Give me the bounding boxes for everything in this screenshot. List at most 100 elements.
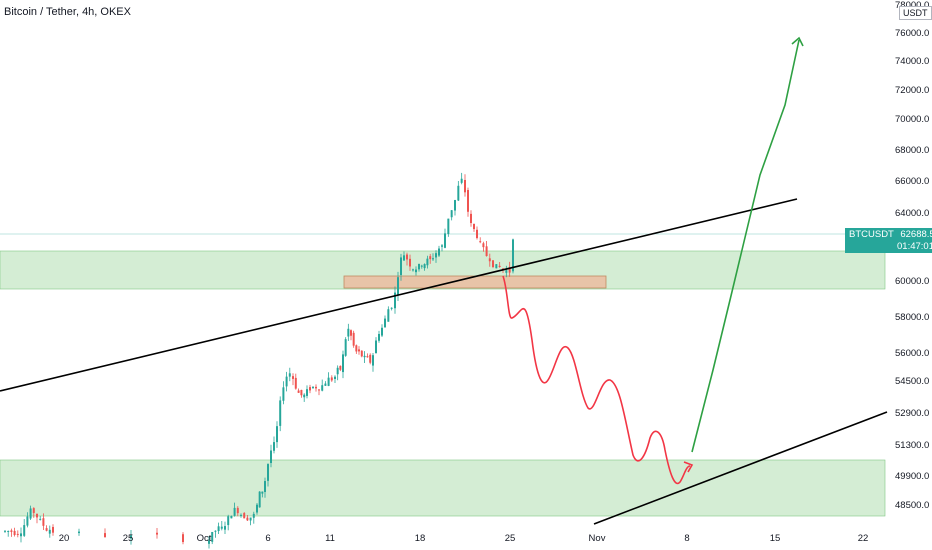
price-tick-label: 49900.0 — [895, 471, 929, 482]
candle-up — [303, 394, 306, 398]
last-price-value: 62688.5 — [900, 229, 932, 240]
candle-up — [432, 258, 434, 260]
candle-up — [403, 255, 405, 261]
price-tick-label: 52900.0 — [895, 408, 929, 419]
candle-up — [390, 307, 393, 309]
candle-up — [261, 491, 264, 494]
candle-up — [29, 508, 32, 519]
candle-down — [429, 256, 432, 260]
price-tick-label: 58000.0 — [895, 312, 929, 323]
price-unit-label[interactable]: USDT — [899, 6, 932, 20]
bearish-forecast-path[interactable] — [502, 275, 691, 485]
candle-up — [454, 200, 456, 211]
candle-up — [342, 354, 344, 373]
candle-up — [344, 339, 347, 356]
candle-down — [482, 243, 485, 248]
candle-up — [240, 514, 242, 516]
candle-up — [495, 264, 498, 269]
candle-up — [273, 442, 275, 451]
candle-up — [512, 239, 514, 272]
candle-up — [252, 513, 255, 518]
candle-down — [366, 356, 369, 358]
candle-up — [444, 233, 446, 248]
symbol-label: BTCUSDT — [849, 229, 894, 240]
candle-up — [312, 386, 314, 388]
zones-layer — [0, 233, 886, 517]
candle-down — [485, 246, 488, 257]
candle-up — [363, 355, 366, 358]
chart-title: Bitcoin / Tether, 4h, OKEX — [4, 6, 131, 18]
upper-trendline[interactable] — [0, 198, 798, 392]
candle-down — [473, 224, 475, 230]
candle-up — [233, 507, 236, 516]
candle-down — [476, 229, 478, 239]
candle-up — [130, 535, 132, 539]
candle-up — [276, 426, 278, 443]
candle-up — [423, 264, 426, 269]
candle-up — [397, 277, 399, 295]
candle-up — [334, 376, 336, 379]
bullish-forecast-path[interactable] — [691, 39, 800, 453]
candle-up — [372, 355, 374, 366]
candle-down — [479, 241, 482, 243]
time-tick-label: 25 — [505, 533, 516, 544]
candle-down — [309, 387, 311, 391]
candle-down — [318, 389, 320, 391]
time-tick-label: 18 — [415, 533, 426, 544]
candle-up — [220, 526, 223, 529]
candle-up — [505, 270, 508, 273]
candle-up — [387, 309, 390, 322]
candle-up — [230, 515, 233, 519]
candle-down — [355, 345, 358, 352]
candle-down — [156, 532, 158, 535]
time-tick-label: 25 — [123, 533, 134, 544]
candle-up — [258, 491, 261, 508]
candle-up — [78, 531, 80, 534]
bearish-forecast-arrowhead — [683, 461, 694, 473]
candle-up — [20, 533, 22, 537]
candle-up — [26, 516, 29, 526]
price-axis[interactable]: 48500.0 49900.0 51300.0 52900.0 54500.0 56000… — [895, 0, 929, 511]
candle-up — [420, 265, 423, 267]
candle-down — [10, 530, 13, 532]
candle-down — [330, 377, 333, 381]
candle-up — [264, 481, 266, 492]
candle-up — [23, 525, 26, 536]
candle-up — [321, 385, 324, 391]
candle-up — [324, 383, 327, 386]
candle-down — [409, 258, 411, 267]
candle-up — [217, 526, 220, 532]
candle-down — [13, 530, 16, 536]
candle-up — [375, 340, 377, 354]
candle-down — [467, 189, 469, 212]
candle-up — [347, 328, 350, 337]
candle-up — [270, 450, 272, 464]
time-tick-label: 6 — [265, 533, 270, 544]
price-tick-label: 60000.0 — [895, 276, 929, 287]
candle-up — [267, 464, 269, 481]
candle-up — [4, 530, 6, 532]
candle-up — [457, 185, 460, 201]
last-price-tag: BTCUSDT 62688.5 — [845, 228, 932, 241]
candle-down — [315, 386, 317, 389]
candle-up — [211, 531, 214, 542]
time-axis[interactable]: 20 25 Oct 6 11 18 25 Nov 8 15 22 — [59, 533, 869, 544]
candle-down — [36, 513, 38, 518]
candle-up — [288, 373, 291, 377]
candle-down — [350, 330, 352, 336]
candle-up — [227, 516, 230, 526]
bullish-forecast-arrowhead — [791, 36, 804, 47]
price-tick-label: 68000.0 — [895, 145, 929, 156]
time-tick-label: 20 — [59, 533, 70, 544]
candle-down — [16, 533, 19, 535]
candle-down — [104, 533, 106, 538]
time-tick-label: Nov — [589, 533, 606, 544]
candle-up — [285, 376, 288, 387]
price-tick-label: 48500.0 — [895, 500, 929, 511]
price-tick-label: 64000.0 — [895, 208, 929, 219]
candle-down — [464, 179, 466, 193]
lower-trendline[interactable] — [593, 411, 888, 525]
candle-down — [508, 267, 511, 273]
